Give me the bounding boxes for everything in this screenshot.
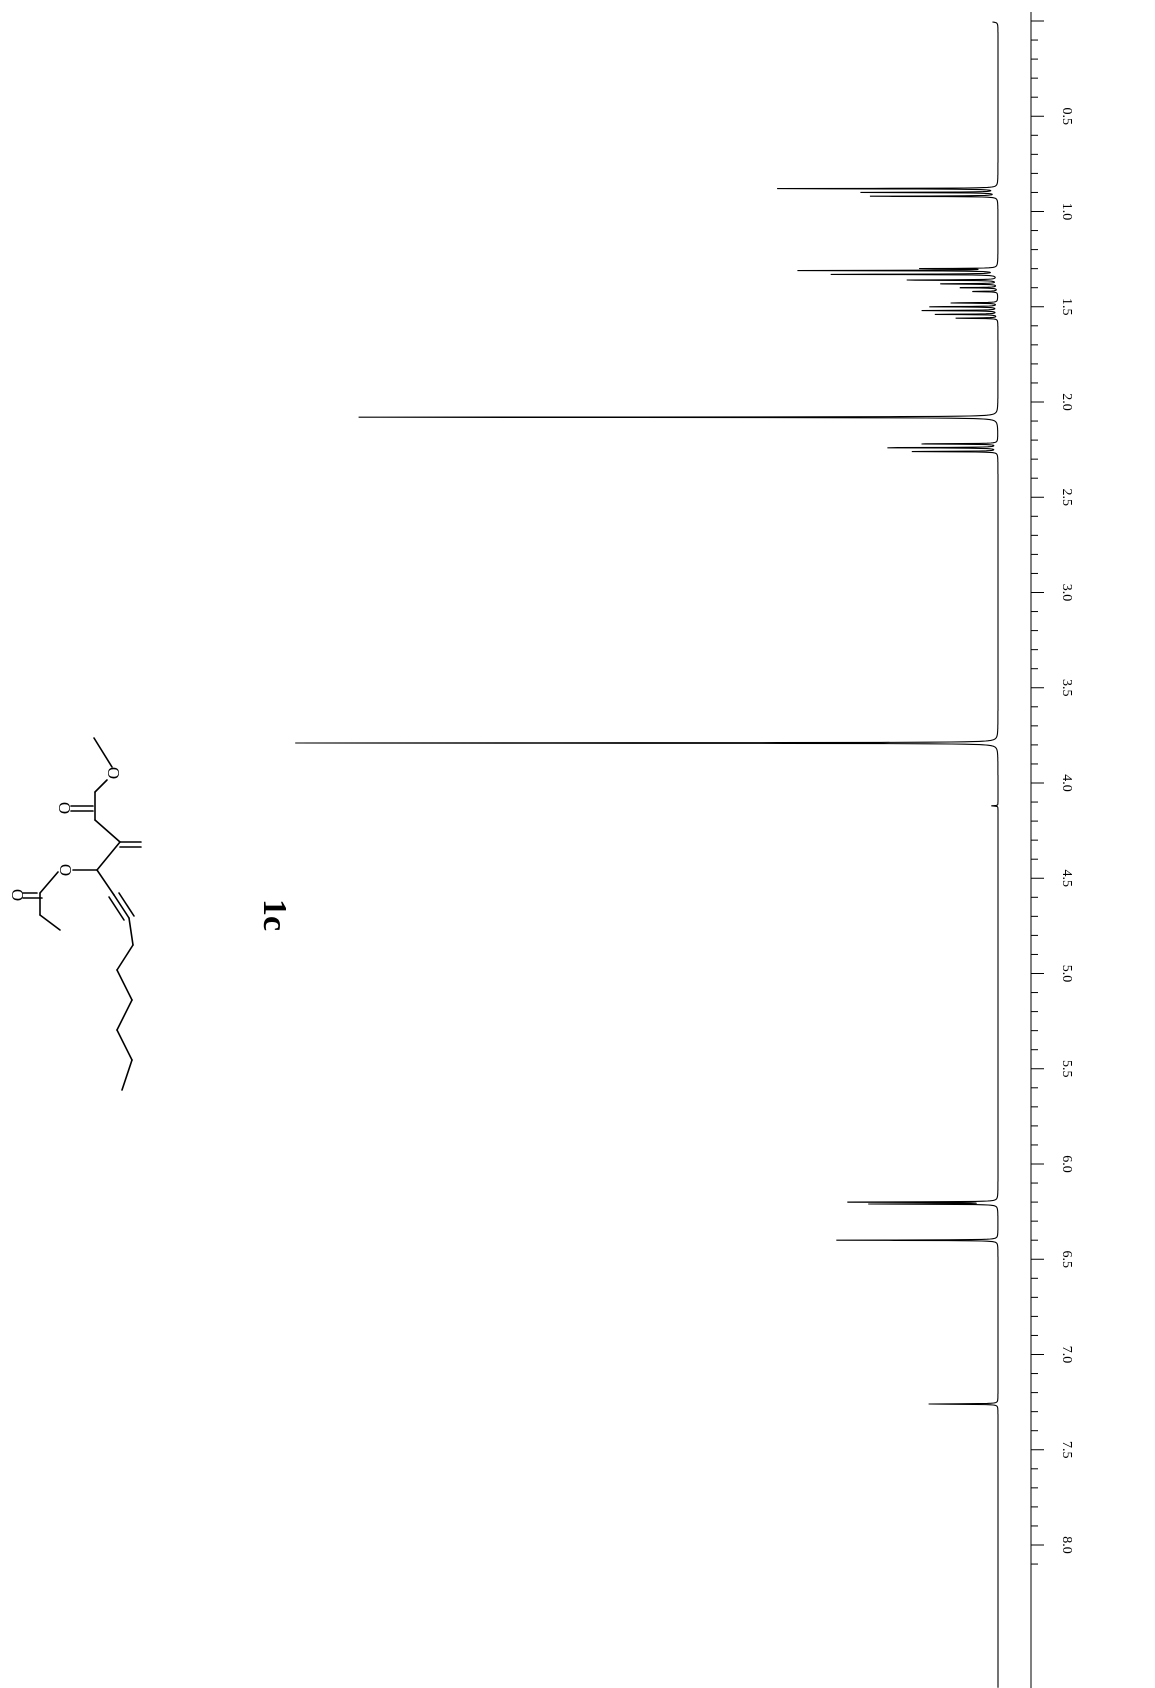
spectrum-trace [295,21,999,1688]
bond [39,871,59,894]
atom-label-O: O [55,802,74,814]
tick-label: 4.0 [1059,774,1074,792]
bond [116,944,134,971]
bond [128,917,134,946]
tick-label: 3.0 [1059,584,1074,602]
bond [93,737,113,768]
tick-label: 2.0 [1059,393,1074,411]
tick-label: 2.5 [1059,489,1074,507]
bond [96,869,115,896]
tick-label: 8.0 [1059,1536,1074,1554]
bond [39,914,61,931]
atom-label-O: O [104,767,123,779]
axis-ticks [1031,20,1044,1565]
ppm-axis: 0.5 1.0 1.5 2.0 2.5 3.0 3.5 4.0 4.5 5.0 5.5 6.0 6.5 7… [1030,12,1074,1688]
tick-label: 6.0 [1059,1155,1074,1173]
alkyne-bond [118,892,135,917]
tick-label: 3.5 [1059,679,1074,697]
tick-label: 5.5 [1059,1060,1074,1078]
bond [116,1029,133,1061]
atom-label-O: O [56,864,75,876]
bond [94,779,108,793]
molecule-structure [22,737,142,1091]
spectrum-trace-group [295,21,999,1688]
tick-label: 6.5 [1059,1251,1074,1269]
tick-label: 1.0 [1059,203,1074,221]
tick-label: 7.0 [1059,1346,1074,1364]
tick-label: 5.0 [1059,965,1074,983]
atom-labels: O O O O [8,767,123,901]
compound-label: 1c [256,899,293,931]
tick-label: 1.5 [1059,298,1074,316]
atom-label-O: O [8,889,27,901]
alkyne-bond [108,896,125,921]
tick-label: 0.5 [1059,108,1074,126]
bond [96,841,121,871]
bond [116,969,133,1001]
axis-tick-labels: 0.5 1.0 1.5 2.0 2.5 3.0 3.5 4.0 4.5 5.0 5.5 6.0 6.5 7… [1059,108,1074,1554]
bond [121,1059,133,1091]
tick-label: 7.5 [1059,1441,1074,1459]
bond [94,819,121,843]
tick-label: 4.5 [1059,870,1074,888]
bond [116,999,133,1031]
alkyne-bond [113,894,130,919]
